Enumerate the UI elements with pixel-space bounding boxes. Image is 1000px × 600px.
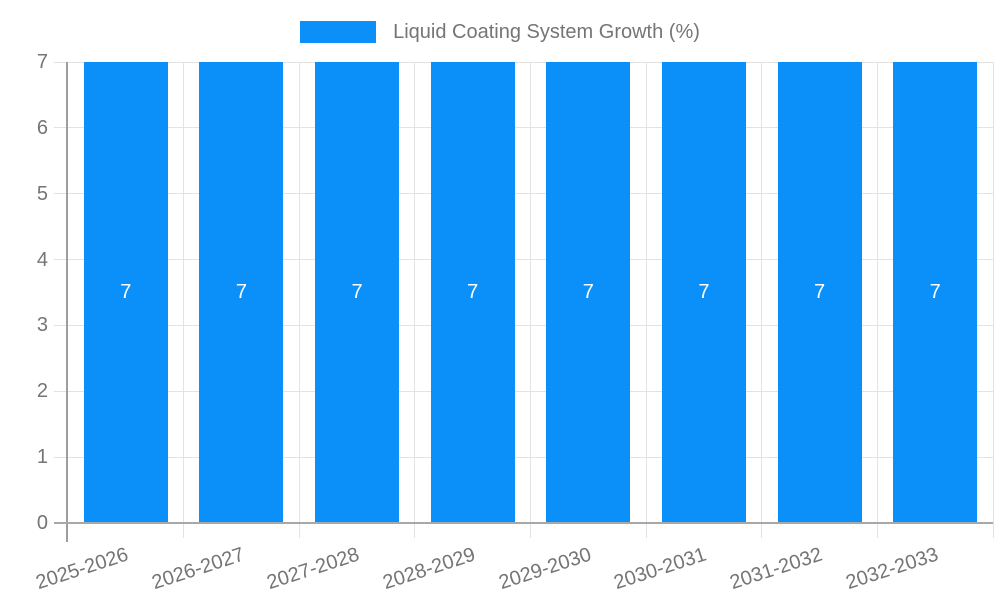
x-axis-tick-label: 2026-2027 xyxy=(149,543,247,595)
bar-value-label: 7 xyxy=(235,281,247,303)
y-axis-tick-label: 6 xyxy=(36,116,48,139)
x-axis-tick-label: 2030-2031 xyxy=(611,543,710,595)
bar[interactable]: 7 xyxy=(315,62,400,523)
y-gridline xyxy=(54,259,993,261)
y-gridline xyxy=(54,127,993,129)
bar[interactable]: 7 xyxy=(661,62,746,523)
bar[interactable]: 7 xyxy=(430,62,515,523)
bar-value-label: 7 xyxy=(582,281,594,303)
y-gridline xyxy=(54,324,993,326)
bar[interactable]: 7 xyxy=(83,62,168,523)
x-axis-tick-label: 2025-2026 xyxy=(33,543,132,595)
y-gridline xyxy=(54,61,993,63)
x-gridline xyxy=(298,62,300,538)
bar-value-label: 7 xyxy=(929,281,941,303)
y-gridline xyxy=(54,193,993,195)
x-gridline xyxy=(992,62,994,538)
x-gridline xyxy=(530,62,531,538)
bar-value-label: 7 xyxy=(698,281,710,303)
x-axis-tick-label: 2027-2028 xyxy=(264,543,363,595)
legend[interactable]: Liquid Coating System Growth (%) xyxy=(0,21,1000,43)
x-gridline xyxy=(645,62,647,538)
bar-value-label: 7 xyxy=(814,281,826,303)
x-axis-tick-label: 2028-2029 xyxy=(380,543,479,595)
x-gridline xyxy=(414,62,416,538)
bar[interactable]: 7 xyxy=(893,62,978,523)
y-axis-tick-label: 4 xyxy=(36,248,48,271)
x-gridline xyxy=(876,62,878,538)
x-axis-tick-label: 2031-2032 xyxy=(727,543,825,595)
x-gridline xyxy=(761,62,763,538)
bar-value-label: 7 xyxy=(120,281,132,303)
y-axis-tick-label: 3 xyxy=(36,314,48,337)
y-axis-tick-label: 2 xyxy=(36,380,48,403)
x-axis-line xyxy=(54,522,993,524)
y-gridline xyxy=(54,390,993,392)
legend-label: Liquid Coating System Growth (%) xyxy=(393,21,700,43)
bar[interactable]: 7 xyxy=(199,62,284,523)
x-axis-tick-label: 2032-2033 xyxy=(842,543,941,595)
legend-swatch xyxy=(300,21,377,43)
x-axis-tick-label: 2029-2030 xyxy=(495,543,594,595)
y-axis-tick-label: 7 xyxy=(36,51,48,73)
x-gridline xyxy=(183,62,185,538)
y-gridline xyxy=(54,456,993,458)
y-axis-line xyxy=(66,62,68,542)
y-axis-tick-label: 0 xyxy=(36,512,48,534)
bar[interactable]: 7 xyxy=(777,62,862,523)
bar-value-label: 7 xyxy=(467,281,479,303)
y-axis-tick-label: 5 xyxy=(36,182,48,205)
bar[interactable]: 7 xyxy=(546,62,631,523)
y-axis-tick-label: 1 xyxy=(36,446,48,469)
bar-value-label: 7 xyxy=(351,281,363,303)
